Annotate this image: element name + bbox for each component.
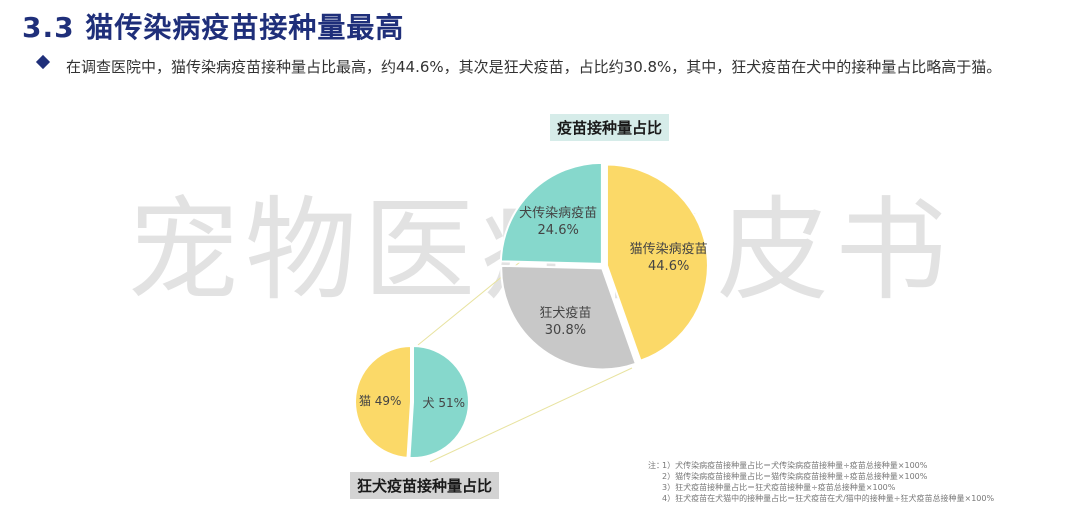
footnote-4: 4）狂犬疫苗在犬猫中的接种量占比＝狂犬疫苗在犬/猫中的接种量÷狂犬疫苗总接种量×… [662,494,995,503]
footnote-1: 注：1）犬传染病疫苗接种量占比＝犬传染病疫苗接种量÷疫苗总接种量×100% [648,461,928,470]
sub-pie-chart: 犬 51% 猫 49% [354,344,470,459]
slice-label-0: 猫传染病疫苗 44.6% [630,241,708,274]
footnote-3: 3）狂犬疫苗接种量占比＝狂犬疫苗接种量÷疫苗总接种量×100% [662,483,896,492]
pie-slice-0 [605,163,709,363]
pie-slice-0 [408,345,470,459]
footnote-prefix: 注： [648,461,664,470]
slice-label-0: 犬 51% [423,396,466,410]
connector-line-bottom [429,367,633,463]
slice-label-2: 犬传染病疫苗 24.6% [519,205,597,238]
sub-chart-title: 狂犬疫苗接种量占比 [350,472,500,499]
summary-text: 在调查医院中，猫传染病疫苗接种量占比最高，约44.6%，其次是狂犬疫苗，占比约3… [66,58,1002,76]
main-pie-chart: 猫传染病疫苗 44.6% 狂犬疫苗 30.8% 犬传染病疫苗 24.6% [499,161,709,371]
pie-slice-1 [354,344,412,459]
footnote-2: 2）猫传染病疫苗接种量占比＝猫传染病疫苗接种量÷疫苗总接种量×100% [662,472,928,481]
main-chart-title: 疫苗接种量占比 [550,114,670,141]
pie-slice-1 [500,264,638,371]
slice-label-1: 猫 49% [359,394,402,408]
slice-label-1: 狂犬疫苗 30.8% [539,305,591,338]
footnotes: 注：1）犬传染病疫苗接种量占比＝犬传染病疫苗接种量÷疫苗总接种量×100% 2）… [648,460,994,504]
pie-slice-2 [499,161,603,265]
summary-bullet: 在调查医院中，猫传染病疫苗接种量占比最高，约44.6%，其次是狂犬疫苗，占比约3… [35,54,1048,81]
page-title: 3.3 猫传染病疫苗接种量最高 [22,11,405,44]
